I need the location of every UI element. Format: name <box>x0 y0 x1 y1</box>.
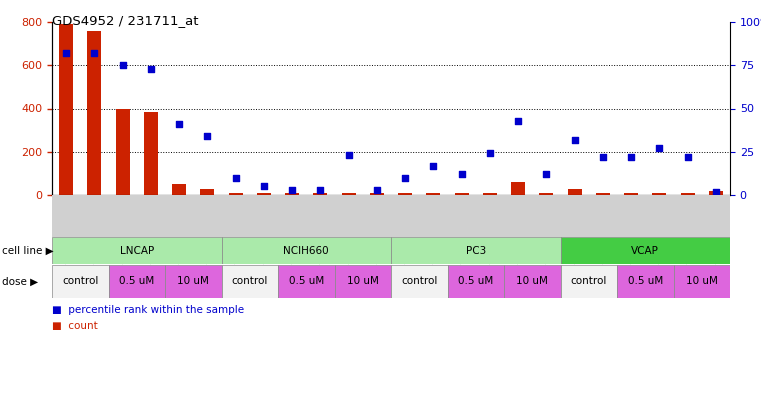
Bar <box>596 193 610 195</box>
Bar <box>165 265 221 298</box>
Point <box>116 62 129 68</box>
Point <box>173 121 185 127</box>
Bar <box>426 193 441 195</box>
Text: 10 uM: 10 uM <box>347 277 379 286</box>
Point <box>202 133 214 140</box>
Bar <box>144 112 158 195</box>
Bar <box>391 265 447 298</box>
Bar <box>561 237 730 264</box>
Bar <box>617 265 673 298</box>
Point <box>568 136 581 143</box>
Point <box>145 66 157 72</box>
Text: cell line ▶: cell line ▶ <box>2 246 53 255</box>
Bar <box>59 24 73 195</box>
Bar <box>370 193 384 195</box>
Bar <box>52 265 109 298</box>
Point <box>456 171 468 177</box>
Bar <box>652 193 667 195</box>
Text: dose ▶: dose ▶ <box>2 277 38 286</box>
Text: LNCAP: LNCAP <box>119 246 154 255</box>
Bar <box>511 182 525 195</box>
Point <box>258 183 270 189</box>
Point <box>88 50 100 56</box>
Text: ■  count: ■ count <box>52 321 97 331</box>
Text: control: control <box>62 277 98 286</box>
Bar <box>673 265 730 298</box>
Point <box>427 162 439 169</box>
Point <box>682 154 694 160</box>
Bar <box>680 193 695 195</box>
Bar <box>221 265 278 298</box>
Text: 0.5 uM: 0.5 uM <box>119 277 154 286</box>
Point <box>625 154 637 160</box>
Text: 0.5 uM: 0.5 uM <box>628 277 663 286</box>
Point <box>512 118 524 124</box>
Bar <box>172 184 186 195</box>
Bar <box>447 265 504 298</box>
Bar <box>398 193 412 195</box>
Bar <box>314 193 327 195</box>
Text: 0.5 uM: 0.5 uM <box>288 277 324 286</box>
Bar <box>568 189 581 195</box>
Bar <box>504 265 561 298</box>
Point <box>371 187 383 193</box>
Point <box>540 171 552 177</box>
Bar <box>200 189 215 195</box>
Bar <box>52 237 221 264</box>
Bar <box>708 191 723 195</box>
Point <box>597 154 609 160</box>
Bar <box>342 193 355 195</box>
Bar <box>454 193 469 195</box>
Bar <box>116 108 129 195</box>
Text: 10 uM: 10 uM <box>177 277 209 286</box>
Bar <box>278 265 335 298</box>
Bar <box>540 193 553 195</box>
Point <box>230 174 242 181</box>
Text: PC3: PC3 <box>466 246 486 255</box>
Bar <box>561 265 617 298</box>
Text: 10 uM: 10 uM <box>686 277 718 286</box>
Point <box>484 151 496 157</box>
Text: control: control <box>571 277 607 286</box>
Point <box>314 187 326 193</box>
Point <box>710 188 722 195</box>
Point <box>286 187 298 193</box>
Bar <box>391 237 561 264</box>
Bar <box>228 193 243 195</box>
Text: GDS4952 / 231711_at: GDS4952 / 231711_at <box>52 14 199 27</box>
Bar <box>335 265 391 298</box>
Bar <box>624 193 638 195</box>
Text: control: control <box>231 277 268 286</box>
Bar <box>256 193 271 195</box>
Bar <box>482 193 497 195</box>
Text: 10 uM: 10 uM <box>516 277 548 286</box>
Point <box>60 50 72 56</box>
Text: VCAP: VCAP <box>632 246 659 255</box>
Point <box>653 145 665 151</box>
Bar <box>285 193 299 195</box>
Text: control: control <box>401 277 438 286</box>
Text: NCIH660: NCIH660 <box>283 246 329 255</box>
Text: 0.5 uM: 0.5 uM <box>458 277 493 286</box>
Bar <box>221 237 391 264</box>
Bar <box>88 31 101 195</box>
Text: ■  percentile rank within the sample: ■ percentile rank within the sample <box>52 305 244 315</box>
Point <box>399 174 411 181</box>
Point <box>342 152 355 158</box>
Bar <box>109 265 165 298</box>
